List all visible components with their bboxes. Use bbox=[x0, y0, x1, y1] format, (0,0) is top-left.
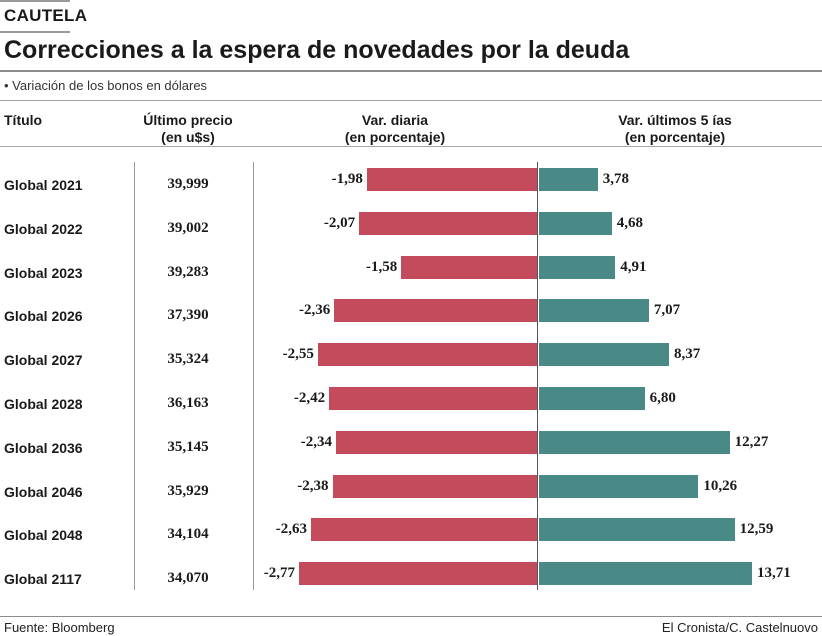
bar-var-diaria bbox=[332, 474, 537, 498]
label-var-diaria: -2,77 bbox=[263, 565, 295, 582]
bar-var-diaria bbox=[335, 430, 537, 454]
price-value: 34,104 bbox=[167, 526, 209, 543]
chart-subtitle: • Variación de los bonos en dólares bbox=[4, 78, 208, 93]
price-value: 39,283 bbox=[167, 263, 209, 280]
header-precio-line2: (en u$s) bbox=[161, 129, 215, 145]
label-var-diaria: -2,38 bbox=[297, 477, 329, 494]
label-var-diaria: -2,42 bbox=[293, 390, 326, 406]
bar-var-5-dias bbox=[539, 299, 649, 323]
header-5dias-line2: (en porcentaje) bbox=[624, 129, 726, 145]
column-divider-1 bbox=[134, 162, 135, 590]
bar-var-5-dias bbox=[539, 474, 699, 498]
bar-var-5-dias bbox=[539, 168, 598, 191]
price-value: 36,163 bbox=[167, 395, 209, 411]
header-5dias-line1: Var. últimos 5 ías bbox=[618, 112, 732, 128]
row-label: Global 2027 bbox=[4, 352, 83, 369]
price-value: 37,390 bbox=[167, 307, 209, 324]
subtitle-rule bbox=[0, 100, 822, 101]
price-value: 39,999 bbox=[167, 176, 209, 192]
label-var-5-dias: 6,80 bbox=[649, 390, 676, 406]
header-var-5-dias: Var. últimos 5 ías (en porcentaje) bbox=[590, 112, 760, 146]
price-value: 35,145 bbox=[167, 438, 209, 455]
bar-var-diaria bbox=[334, 299, 537, 323]
bar-var-5-dias bbox=[539, 562, 752, 586]
zero-axis bbox=[537, 162, 538, 590]
row-label: Global 2023 bbox=[4, 264, 83, 281]
price-value: 39,002 bbox=[167, 219, 209, 236]
label-var-5-dias: 12,27 bbox=[734, 433, 769, 450]
bar-var-5-dias bbox=[539, 255, 616, 279]
label-var-5-dias: 12,59 bbox=[739, 521, 774, 538]
bar-var-diaria bbox=[366, 168, 537, 191]
label-var-5-dias: 4,91 bbox=[620, 258, 647, 275]
price-value: 35,929 bbox=[167, 482, 209, 499]
label-var-diaria: -1,98 bbox=[331, 171, 363, 187]
label-var-5-dias: 13,71 bbox=[757, 565, 791, 582]
header-diaria-line2: (en porcentaje) bbox=[344, 129, 446, 145]
label-var-diaria: -2,36 bbox=[298, 302, 331, 319]
row-label: Global 2021 bbox=[4, 177, 83, 193]
label-var-5-dias: 10,26 bbox=[703, 477, 738, 494]
header-var-diaria: Var. diaria (en porcentaje) bbox=[320, 112, 470, 146]
bar-var-5-dias bbox=[539, 343, 670, 367]
bar-var-5-dias bbox=[539, 430, 730, 454]
bar-var-5-dias bbox=[539, 211, 612, 235]
header-precio: Último precio (en u$s) bbox=[128, 112, 248, 146]
price-value: 34,070 bbox=[167, 570, 209, 587]
label-var-5-dias: 3,78 bbox=[602, 171, 629, 187]
label-var-5-dias: 4,68 bbox=[616, 214, 643, 231]
header-diaria-line1: Var. diaria bbox=[361, 112, 429, 128]
bar-var-5-dias bbox=[539, 518, 735, 542]
bar-var-diaria bbox=[359, 211, 537, 235]
row-label: Global 2048 bbox=[4, 527, 83, 544]
bar-var-diaria bbox=[329, 387, 537, 410]
kicker: CAUTELA bbox=[4, 6, 88, 25]
footer-rule bbox=[0, 616, 822, 617]
bar-var-diaria bbox=[317, 343, 537, 367]
label-var-diaria: -2,55 bbox=[282, 346, 314, 363]
header-titulo: Título bbox=[4, 112, 43, 128]
row-label: Global 2046 bbox=[4, 483, 83, 500]
bar-var-diaria bbox=[299, 562, 537, 586]
label-var-diaria: -2,34 bbox=[300, 433, 332, 450]
row-label: Global 2036 bbox=[4, 439, 83, 456]
header-rule bbox=[0, 146, 822, 147]
label-var-diaria: -1,58 bbox=[366, 258, 398, 275]
label-var-diaria: -2,63 bbox=[275, 521, 308, 538]
label-var-5-dias: 7,07 bbox=[653, 302, 681, 319]
label-var-diaria: -2,07 bbox=[323, 214, 356, 231]
chart-title: Correcciones a la espera de novedades po… bbox=[4, 36, 630, 64]
top-rule bbox=[0, 0, 70, 2]
bar-var-diaria bbox=[401, 255, 537, 279]
column-divider-2 bbox=[253, 162, 254, 590]
row-label: Global 2117 bbox=[4, 571, 82, 588]
bar-var-5-dias bbox=[539, 387, 645, 410]
source-note: Fuente: Bloomberg bbox=[4, 620, 115, 635]
kicker-rule bbox=[0, 31, 70, 33]
credit-note: El Cronista/C. Castelnuovo bbox=[661, 620, 818, 635]
row-label: Global 2028 bbox=[4, 396, 83, 412]
row-label: Global 2026 bbox=[4, 308, 83, 325]
label-var-5-dias: 8,37 bbox=[674, 346, 701, 363]
title-rule bbox=[0, 70, 822, 72]
row-label: Global 2022 bbox=[4, 220, 83, 237]
header-precio-line1: Último precio bbox=[143, 112, 233, 128]
bar-var-diaria bbox=[311, 518, 537, 542]
price-value: 35,324 bbox=[167, 351, 209, 368]
